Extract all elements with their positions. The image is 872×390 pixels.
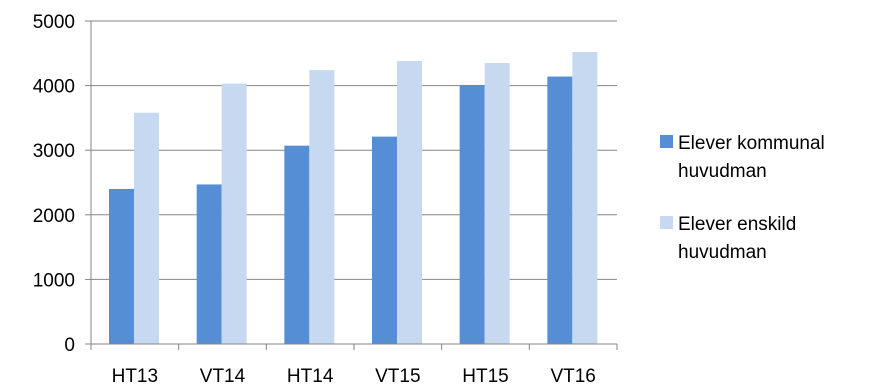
- bar: [547, 76, 573, 344]
- y-tick-label: 1000: [33, 270, 75, 291]
- legend-swatch: [660, 216, 673, 229]
- gridlines: [91, 20, 617, 280]
- bar: [397, 61, 422, 344]
- legend: Elever kommunal huvudman Elever enskild huv…: [660, 133, 825, 263]
- bar: [134, 112, 159, 345]
- x-tick-label: HT13: [112, 366, 158, 385]
- bar: [459, 84, 485, 344]
- axes: [85, 20, 618, 350]
- x-tick-label: VT15: [375, 366, 420, 385]
- y-tick-label: 3000: [33, 141, 75, 162]
- tick-labels: 0 1000 2000 3000 4000 5000 HT13 VT14 HT14 VT15 HT1…: [33, 12, 596, 387]
- bar: [221, 83, 247, 345]
- bar: [372, 136, 397, 344]
- legend-swatch: [660, 135, 673, 148]
- bar: [484, 62, 510, 345]
- legend-label: huvudman: [678, 242, 767, 263]
- x-tick-label: VT16: [550, 366, 595, 385]
- x-tick-label: HT15: [462, 366, 508, 385]
- bar: [196, 184, 222, 344]
- legend-label: Elever enskild: [678, 214, 796, 235]
- y-tick-label: 0: [64, 335, 75, 356]
- y-tick-label: 5000: [33, 12, 75, 33]
- legend-label: Elever kommunal: [678, 133, 825, 154]
- y-tick-label: 2000: [33, 206, 75, 227]
- bar: [572, 52, 598, 345]
- bar: [109, 188, 134, 344]
- bar: [309, 70, 335, 344]
- bar: [284, 145, 310, 344]
- y-tick-label: 4000: [33, 77, 75, 98]
- bars: [109, 52, 598, 345]
- legend-label: huvudman: [678, 161, 767, 182]
- x-tick-label: HT14: [287, 366, 334, 385]
- x-tick-label: VT14: [200, 366, 246, 385]
